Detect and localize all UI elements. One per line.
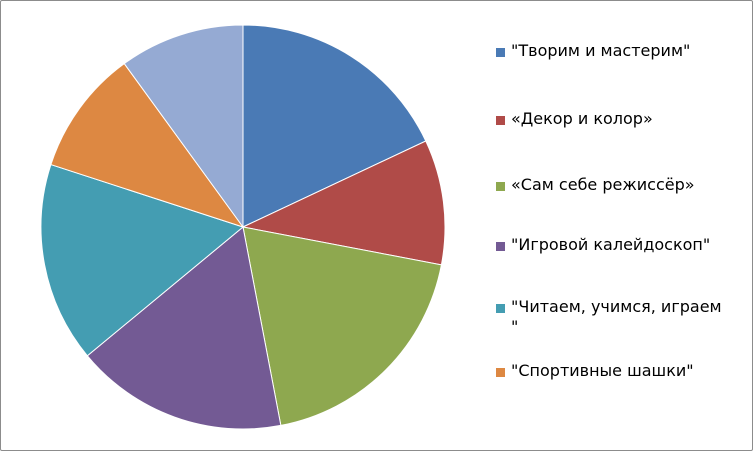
legend-swatch [496, 182, 505, 191]
pie-slice-7 [123, 24, 244, 229]
legend-label: "Спортивные шашки" [511, 361, 694, 380]
legend-swatch [496, 242, 505, 251]
pie-slice-5 [40, 163, 245, 357]
pie-slice-6 [50, 62, 245, 228]
legend-swatch [496, 48, 505, 57]
pie-slice-2 [241, 140, 446, 266]
legend-label: "Читаем, учимся, играем " [511, 297, 722, 336]
legend-swatch [496, 368, 505, 377]
legend-label: «Декор и колор» [511, 109, 653, 128]
pie-slice-4 [86, 226, 282, 430]
pie-slice-1 [242, 24, 427, 228]
legend: "Творим и мастерим" «Декор и колор» «Сам с… [496, 1, 751, 450]
legend-label: «Сам себе режиссёр» [511, 175, 695, 194]
legend-swatch [496, 116, 505, 125]
legend-label: "Творим и мастерим" [511, 41, 691, 60]
legend-label: "Игровой калейдоскоп" [511, 235, 711, 254]
pie-slice-3 [242, 226, 443, 427]
legend-swatch [496, 304, 505, 313]
